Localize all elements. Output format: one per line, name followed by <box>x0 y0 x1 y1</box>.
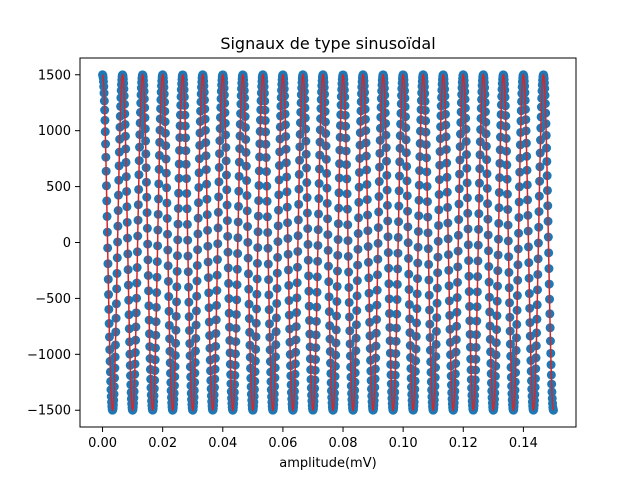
y-tick-label: 0 <box>63 236 71 251</box>
x-tick-label: 0.10 <box>389 436 418 451</box>
chart-title: Signaux de type sinusoïdal <box>220 34 435 53</box>
signal-line-layer <box>101 72 555 413</box>
y-tick-label: −1500 <box>27 404 71 419</box>
y-tick-label: 1000 <box>38 124 71 139</box>
y-tick-label: 500 <box>46 180 71 195</box>
x-tick-label: 0.14 <box>509 436 538 451</box>
signal-line <box>101 72 555 413</box>
y-tick-label: −1000 <box>27 348 71 363</box>
x-tick-label: 0.12 <box>449 436 478 451</box>
x-tick-label: 0.06 <box>268 436 297 451</box>
plot-area <box>98 70 558 415</box>
x-tick-label: 0.04 <box>208 436 237 451</box>
x-axis-ticks: 0.00 0.02 0.04 0.06 0.08 0.10 0.12 0.14 <box>88 427 538 451</box>
x-tick-label: 0.08 <box>329 436 358 451</box>
x-axis-label: amplitude(mV) <box>279 456 376 471</box>
x-tick-label: 0.02 <box>148 436 177 451</box>
y-tick-label: −500 <box>35 292 71 307</box>
y-tick-label: 1500 <box>38 68 71 83</box>
y-axis-ticks: −1500 −1000 −500 0 500 1000 1500 <box>27 68 80 419</box>
x-tick-label: 0.00 <box>88 436 117 451</box>
